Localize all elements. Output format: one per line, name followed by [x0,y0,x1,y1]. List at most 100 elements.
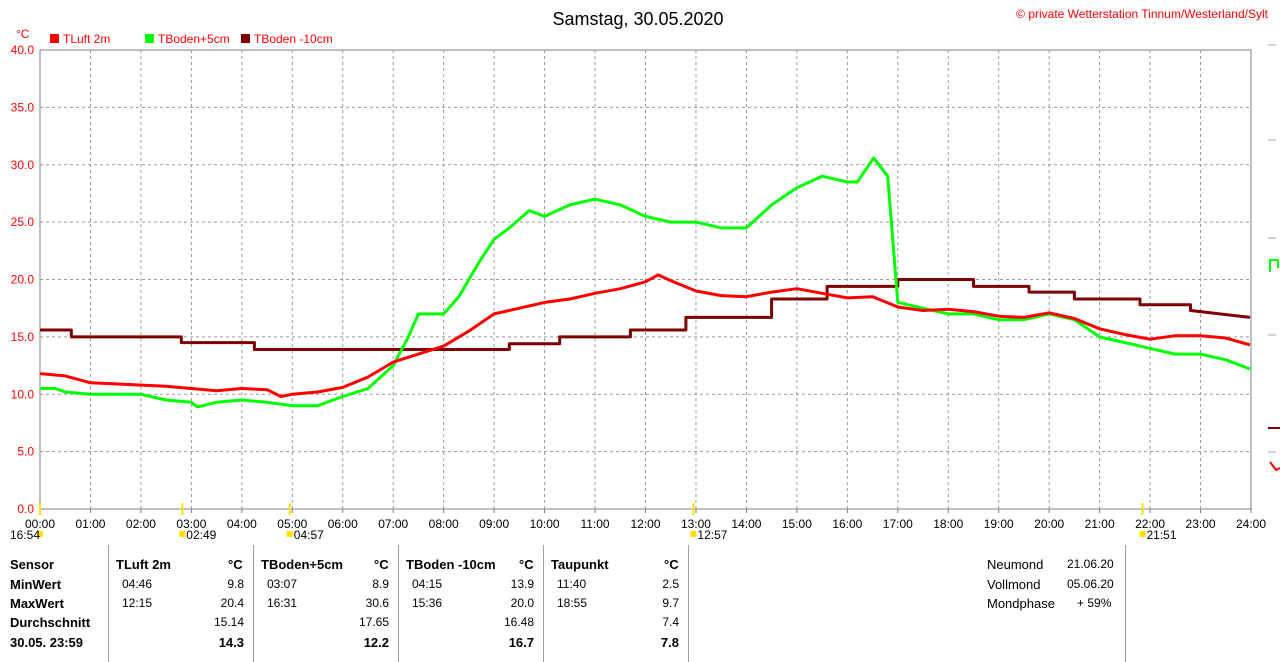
statistics-table: Sensor TLuft 2m °C TBoden+5cm °C TBoden … [0,545,1280,662]
x-tick-label: 03:00 [176,517,206,531]
header-tboden5: TBoden+5cm [261,557,343,572]
max-taupunkt-time: 18:55 [557,596,588,610]
max-tluft-time: 12:15 [122,596,153,610]
legend-label-tboden10: TBoden -10cm [254,32,333,46]
x-tick-label: 23:00 [1186,517,1216,531]
current-taupunkt-value: 7.8 [660,635,679,650]
y-tick-label: 0.0 [17,502,34,516]
avg-taupunkt-value: 7.4 [662,615,679,629]
avg-tboden5-value: 17.65 [358,615,389,629]
right-edge-markers [1268,44,1280,472]
sun-marker: 02:49 [179,503,217,542]
max-tboden10-time: 15:36 [412,596,443,610]
x-tick-label: 05:00 [277,517,307,531]
copyright-text: © private Wetterstation Tinnum/Westerlan… [1016,7,1269,21]
y-tick-label: 30.0 [11,158,35,172]
min-tboden5-time: 03:07 [267,577,298,591]
sun-marker-label: 16:54 [10,528,40,542]
moon-neumond-label: Neumond [987,557,1044,572]
sun-marker: 04:57 [286,503,324,542]
max-tboden5-value: 30.6 [365,596,389,610]
x-tick-label: 09:00 [479,517,509,531]
max-taupunkt-value: 9.7 [662,596,679,610]
x-tick-label: 14:00 [731,517,761,531]
header-sensor: Sensor [10,557,55,572]
legend-swatch-tboden10 [241,34,250,43]
sun-marker-label: 04:57 [294,528,324,542]
header-tluft-unit: °C [228,557,243,572]
x-tick-label: 04:00 [227,517,257,531]
chart-title: Samstag, 30.05.2020 [552,9,723,29]
avg-tluft-value: 15.14 [213,615,244,629]
series-line-tluft-2m [39,273,1251,398]
series-line-tboden-10cm [40,278,1251,351]
y-axis-ticks: 0.0 5.0 10.0 15.0 20.0 25.0 30.0 35.0 40.0 [11,43,35,516]
current-tboden10-value: 16.7 [508,635,534,650]
legend: TLuft 2m TBoden+5cm TBoden -10cm [50,32,333,46]
min-taupunkt-time: 11:40 [557,577,587,591]
x-tick-label: 24:00 [1236,517,1266,531]
moon-vollmond-value: 05.06.20 [1067,577,1114,591]
legend-label-tboden5: TBoden+5cm [158,32,230,46]
row-label-current: 30.05. 23:59 [10,635,84,650]
moon-phase-label: Mondphase [987,596,1055,611]
sun-marker: 12:57 [690,503,728,542]
x-tick-label: 22:00 [1135,517,1165,531]
x-tick-label: 18:00 [933,517,963,531]
x-axis-ticks: 00:00 01:00 02:00 03:00 04:00 05:00 06:00 07:00… [25,509,1266,531]
series-line-tboden-5cm [40,156,1251,409]
sun-markers: 16:54 02:49 04:57 12:57 21:51 [10,503,1177,542]
x-tick-label: 08:00 [429,517,459,531]
x-tick-label: 02:00 [126,517,156,531]
x-tick-label: 21:00 [1085,517,1115,531]
y-tick-label: 15.0 [11,330,35,344]
legend-label-tluft: TLuft 2m [63,32,110,46]
header-tboden10: TBoden -10cm [406,557,496,572]
min-taupunkt-value: 2.5 [662,577,679,591]
y-tick-label: 10.0 [11,387,35,401]
x-tick-label: 10:00 [530,517,560,531]
legend-swatch-tluft [50,34,59,43]
row-label-min: MinWert [10,577,62,592]
header-tboden5-unit: °C [374,557,389,572]
header-taupunkt-unit: °C [664,557,679,572]
x-tick-label: 19:00 [984,517,1014,531]
x-tick-label: 01:00 [75,517,105,531]
min-tboden10-value: 13.9 [510,577,534,591]
x-tick-label: 12:00 [630,517,660,531]
row-label-max: MaxWert [10,596,64,611]
moon-vollmond-label: Vollmond [987,577,1041,592]
x-tick-label: 16:00 [832,517,862,531]
min-tluft-time: 04:46 [122,577,153,591]
max-tboden10-value: 20.0 [510,596,534,610]
legend-swatch-tboden5 [145,34,154,43]
x-tick-label: 07:00 [378,517,408,531]
series-layer [39,156,1251,409]
x-tick-label: 00:00 [25,517,55,531]
x-tick-label: 11:00 [580,517,609,531]
min-tboden5-value: 8.9 [372,577,389,591]
avg-tboden10-value: 16.48 [503,615,534,629]
x-tick-label: 17:00 [883,517,913,531]
moon-phase-value: + 59% [1077,596,1112,610]
x-tick-label: 06:00 [328,517,358,531]
max-tluft-value: 20.4 [220,596,244,610]
row-label-avg: Durchschnitt [10,615,91,630]
header-tluft: TLuft 2m [116,557,171,572]
min-tboden10-time: 04:15 [412,577,443,591]
x-tick-label: 20:00 [1034,517,1064,531]
header-taupunkt: Taupunkt [551,557,609,572]
sun-marker-label: 21:51 [1147,528,1177,542]
min-tluft-value: 9.8 [227,577,244,591]
moon-neumond-value: 21.06.20 [1067,557,1114,571]
x-tick-label: 15:00 [782,517,812,531]
y-tick-label: 5.0 [17,445,34,459]
y-axis-unit: °C [16,27,30,41]
header-tboden10-unit: °C [519,557,534,572]
sun-marker: 21:51 [1139,503,1177,542]
max-tboden5-time: 16:31 [267,596,298,610]
sun-marker: 16:54 [10,503,43,542]
y-tick-label: 40.0 [11,43,35,57]
y-tick-label: 25.0 [11,215,35,229]
y-tick-label: 20.0 [11,273,35,287]
